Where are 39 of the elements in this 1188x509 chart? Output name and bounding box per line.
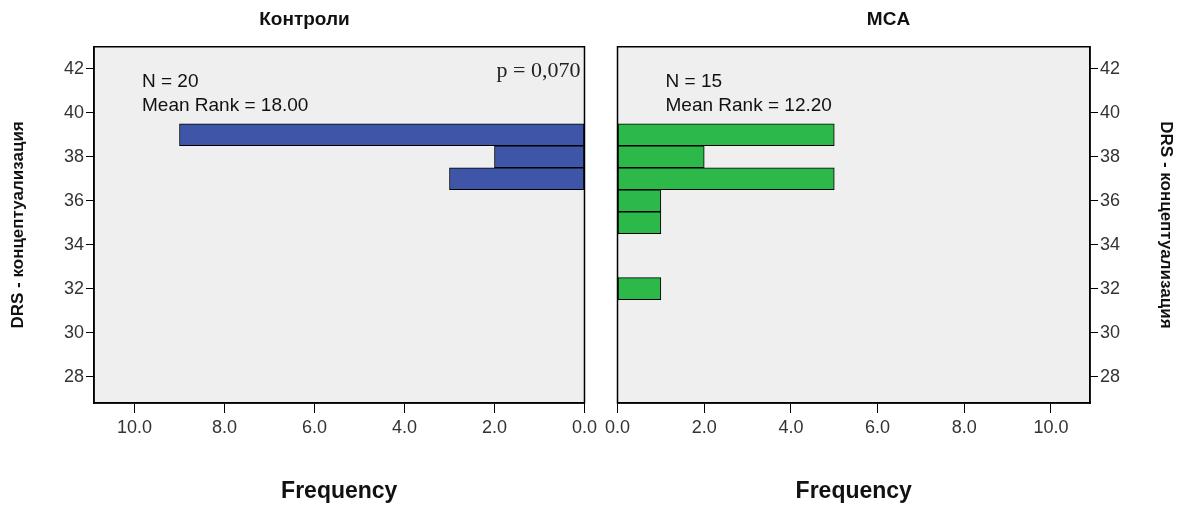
y-tick-label: 40 (1100, 101, 1121, 122)
x-axis-title: Frequency (281, 476, 398, 503)
x-tick-label: 4.0 (391, 416, 418, 437)
y-tick-label: 34 (1100, 233, 1121, 254)
y-tick-label: 42 (1100, 57, 1121, 78)
x-tick-label: 2.0 (481, 416, 508, 437)
y-tick-label: 28 (1100, 365, 1121, 386)
y-tick-label: 30 (63, 321, 84, 342)
x-tick-label: 6.0 (865, 416, 891, 437)
annotation: Mean Rank = 12.20 (665, 93, 832, 115)
y-tick-label: 36 (63, 189, 84, 210)
y-tick-label: 42 (63, 57, 84, 78)
annotation: p = 0,070 (496, 56, 581, 82)
annotation: N = 15 (665, 69, 723, 91)
y-tick-label: 28 (63, 365, 84, 386)
x-tick-label: 8.0 (951, 416, 977, 437)
x-tick-label: 0.0 (605, 416, 631, 437)
x-tick-label: 10.0 (116, 416, 153, 437)
y-tick-label: 36 (1100, 189, 1121, 210)
chart-title: Контроли (259, 7, 350, 29)
annotation: N = 20 (142, 69, 199, 91)
y-tick-label: 40 (63, 101, 84, 122)
y-axis-title: DRS - концептуализация (7, 121, 27, 329)
y-tick-label: 30 (1100, 321, 1121, 342)
y-axis-title: DRS - концептуализация (1157, 121, 1177, 329)
x-tick-label: 8.0 (211, 416, 238, 437)
x-tick-label: 2.0 (691, 416, 717, 437)
x-tick-label: 6.0 (301, 416, 328, 437)
y-tick-label: 38 (63, 145, 84, 166)
x-tick-label: 10.0 (1033, 416, 1069, 437)
chart-title: MCA (866, 7, 911, 29)
y-tick-label: 34 (63, 233, 84, 254)
annotation: Mean Rank = 18.00 (142, 93, 309, 115)
x-axis-title: Frequency (795, 476, 913, 503)
y-tick-label: 32 (63, 277, 84, 298)
y-tick-label: 32 (1100, 277, 1121, 298)
y-tick-label: 38 (1100, 145, 1121, 166)
x-tick-label: 0.0 (571, 416, 597, 437)
x-tick-label: 4.0 (778, 416, 804, 437)
